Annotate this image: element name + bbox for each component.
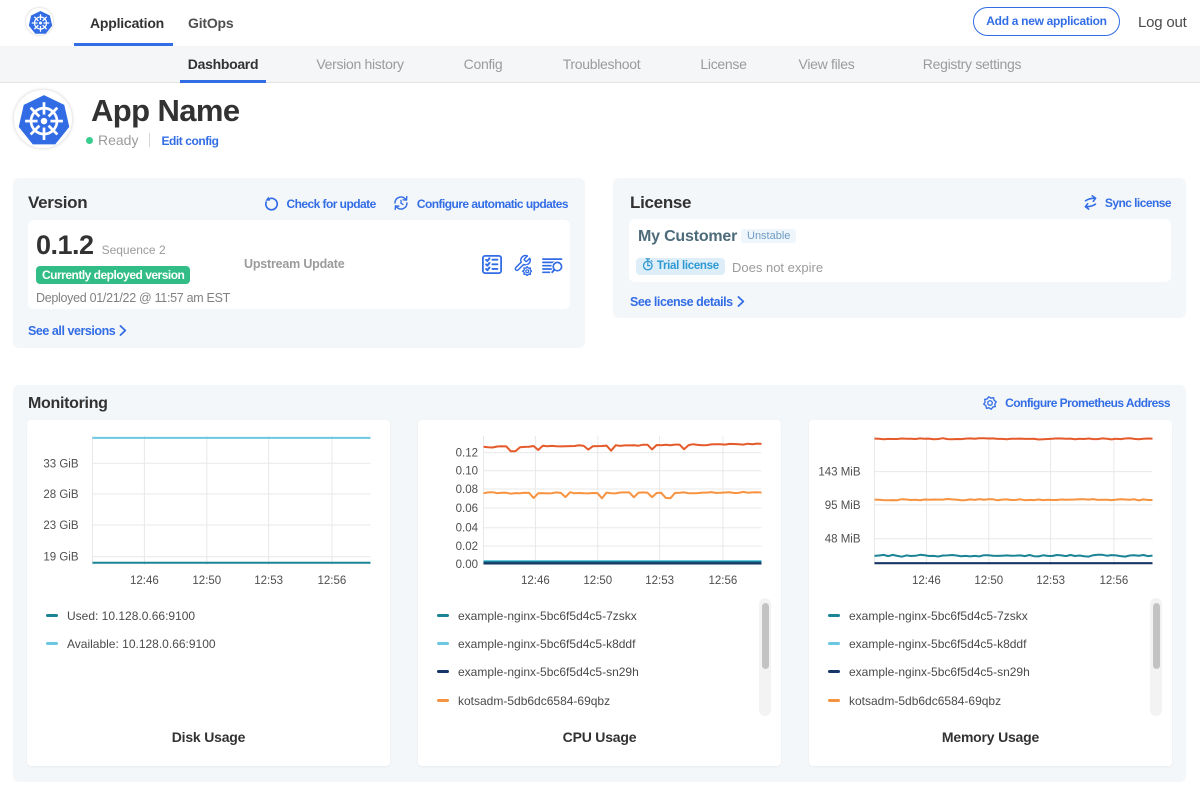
svg-text:12:46: 12:46 xyxy=(130,575,159,587)
svg-text:12:53: 12:53 xyxy=(254,575,283,587)
svg-text:0.06: 0.06 xyxy=(456,503,478,515)
svg-text:33 GiB: 33 GiB xyxy=(43,458,78,470)
svg-text:23 GiB: 23 GiB xyxy=(43,520,78,532)
svg-text:0.04: 0.04 xyxy=(456,523,479,535)
svg-text:12:50: 12:50 xyxy=(974,575,1003,587)
svg-text:28 GiB: 28 GiB xyxy=(43,489,78,501)
svg-text:19 GiB: 19 GiB xyxy=(43,552,78,564)
svg-text:12:46: 12:46 xyxy=(912,575,941,587)
svg-text:95 MiB: 95 MiB xyxy=(825,500,861,512)
svg-text:0.02: 0.02 xyxy=(456,541,478,553)
svg-text:12:56: 12:56 xyxy=(1100,575,1129,587)
svg-text:48 MiB: 48 MiB xyxy=(825,534,861,546)
svg-text:0.08: 0.08 xyxy=(456,484,478,496)
svg-text:12:56: 12:56 xyxy=(318,575,347,587)
svg-text:12:56: 12:56 xyxy=(709,575,738,587)
svg-text:12:50: 12:50 xyxy=(583,575,612,587)
svg-text:12:46: 12:46 xyxy=(521,575,550,587)
svg-text:143 MiB: 143 MiB xyxy=(818,467,861,479)
svg-text:12:50: 12:50 xyxy=(192,575,221,587)
svg-text:12:53: 12:53 xyxy=(645,575,674,587)
svg-text:0.00: 0.00 xyxy=(456,559,478,571)
svg-text:0.12: 0.12 xyxy=(456,448,478,460)
svg-text:0.10: 0.10 xyxy=(456,466,478,478)
svg-text:12:53: 12:53 xyxy=(1036,575,1065,587)
